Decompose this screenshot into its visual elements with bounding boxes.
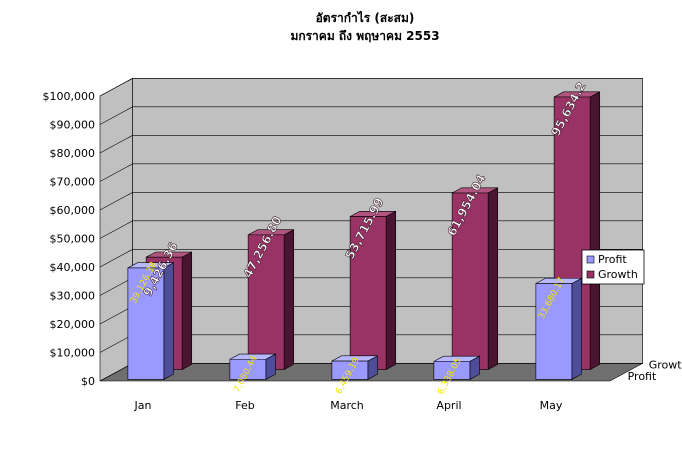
legend: Profit Growth (581, 249, 645, 285)
legend-label-growth: Growth (598, 268, 638, 281)
bar-growth-jan-side (181, 251, 193, 371)
x-category-label: March (330, 399, 364, 412)
bar-profit-may-side (571, 277, 582, 380)
depth-label: Growth (649, 358, 682, 371)
legend-box (581, 249, 645, 285)
bar-growth-april-side (487, 187, 499, 371)
y-tick-label: $70,000 (50, 176, 96, 189)
bar-profit-march (331, 355, 378, 380)
x-category-label: Feb (235, 399, 254, 412)
depth-label: Profit (628, 370, 657, 383)
x-category-label: Jan (134, 399, 152, 412)
bar-growth-march (349, 210, 397, 371)
chart-title: อัตรากำไร (สะสม) (316, 10, 415, 25)
legend-label-profit: Profit (598, 253, 627, 266)
bar-growth-may-side (589, 91, 601, 371)
bar-profit-may-front (535, 283, 573, 380)
y-tick-label: $80,000 (50, 147, 96, 160)
bar-profit-may (535, 277, 582, 380)
bar-growth-april (451, 187, 499, 371)
bar-profit-april-front (433, 361, 471, 380)
y-tick-label: $20,000 (50, 318, 96, 331)
bar-profit-april (433, 355, 480, 380)
gridline (99, 163, 643, 182)
bar-profit-feb-front (229, 358, 267, 380)
gridline (99, 78, 643, 97)
bar-profit-jan (127, 262, 174, 380)
y-tick-label: $60,000 (50, 204, 96, 217)
gridline (99, 135, 643, 154)
y-tick-label: $10,000 (50, 347, 96, 360)
bar-growth-feb-side (283, 229, 295, 371)
legend-swatch-profit (586, 255, 595, 264)
y-tick-label: $50,000 (50, 233, 96, 246)
y-tick-label: $0 (81, 375, 95, 388)
y-tick-label: $100,000 (43, 90, 96, 103)
chart-subtitle: มกราคม ถึง พฤษาคม 2553 (290, 29, 439, 43)
y-tick-label: $90,000 (50, 119, 96, 132)
gridline (99, 106, 643, 125)
y-tick-label: $30,000 (50, 290, 96, 303)
bar-profit-feb (229, 353, 276, 380)
legend-swatch-growth (586, 270, 595, 279)
bar-growth-feb (247, 229, 295, 371)
bar-profit-jan-front (127, 267, 165, 380)
x-category-label: May (540, 399, 563, 412)
x-category-label: April (436, 399, 461, 412)
y-tick-label: $40,000 (50, 261, 96, 274)
bar-profit-jan-side (163, 262, 174, 380)
bars-layer (127, 91, 601, 380)
bar-profit-march-front (331, 360, 369, 380)
bar-growth-march-side (385, 210, 397, 371)
